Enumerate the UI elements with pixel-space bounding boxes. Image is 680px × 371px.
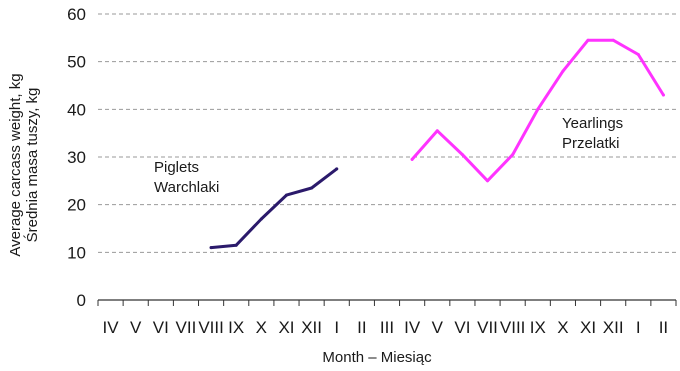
y-axis-title-line-2: Średnia masa tuszy, kg xyxy=(23,88,41,243)
y-tick-label: 30 xyxy=(67,148,86,167)
piglets-point xyxy=(234,243,238,247)
piglets-point xyxy=(259,217,263,221)
x-tick-label: VI xyxy=(454,318,470,337)
x-axis xyxy=(97,299,677,306)
y-tick-label: 10 xyxy=(67,243,86,262)
x-tick-label: VII xyxy=(477,318,498,337)
yearlings-point xyxy=(435,129,439,133)
x-tick-label: VII xyxy=(176,318,197,337)
x-tick-label: XI xyxy=(278,318,294,337)
x-tick-label: III xyxy=(380,318,394,337)
yearlings-point xyxy=(611,38,615,42)
x-tick-label: V xyxy=(130,318,142,337)
x-tick-label: II xyxy=(357,318,366,337)
yearlings-annotation-line-2: Przelatki xyxy=(562,135,620,152)
piglets-annotation-line-2: Warchlaki xyxy=(154,179,219,196)
yearlings-point xyxy=(511,153,515,157)
piglets-point xyxy=(335,167,339,171)
yearlings-point xyxy=(536,107,540,111)
yearlings-point xyxy=(636,53,640,56)
x-tick-label: V xyxy=(432,318,444,337)
piglets-point xyxy=(310,186,314,190)
piglets-annotation-line-1: Piglets xyxy=(154,159,199,176)
yearlings-point xyxy=(460,153,464,157)
series-layer xyxy=(209,38,665,250)
x-tick-label: VIII xyxy=(500,318,526,337)
x-tick-label: II xyxy=(659,318,668,337)
x-axis-title: Month – Miesiąc xyxy=(322,349,432,366)
piglets-series-line xyxy=(209,167,339,250)
piglets-point xyxy=(209,246,213,250)
yearlings-point xyxy=(410,157,414,161)
x-tick-label: VI xyxy=(153,318,169,337)
yearlings-annotation-line-1: Yearlings xyxy=(562,115,623,132)
y-axis-title-line-1: Average carcass weight, kg xyxy=(7,73,24,256)
x-tick-label: XI xyxy=(580,318,596,337)
x-tick-label: VIII xyxy=(198,318,224,337)
x-tick-label: IX xyxy=(228,318,244,337)
yearlings-point xyxy=(486,179,489,183)
y-tick-label: 40 xyxy=(67,100,86,119)
x-tick-label: I xyxy=(636,318,641,337)
y-tick-label: 50 xyxy=(67,53,86,72)
gridlines xyxy=(98,13,676,253)
x-tick-label: IV xyxy=(404,318,421,337)
x-tick-label: IV xyxy=(103,318,120,337)
piglets-point xyxy=(285,193,288,197)
x-tick-label: XII xyxy=(301,318,322,337)
x-tick-label: IX xyxy=(530,318,546,337)
y-tick-label: 0 xyxy=(77,291,86,310)
yearlings-point xyxy=(561,69,565,73)
x-tick-label: XII xyxy=(603,318,624,337)
yearlings-point xyxy=(661,93,665,97)
y-tick-label: 60 xyxy=(67,5,86,24)
x-tick-label: X xyxy=(256,318,267,337)
yearlings-point xyxy=(586,38,590,42)
x-tick-label: X xyxy=(557,318,568,337)
y-tick-label: 20 xyxy=(67,196,86,215)
x-tick-label: I xyxy=(334,318,339,337)
